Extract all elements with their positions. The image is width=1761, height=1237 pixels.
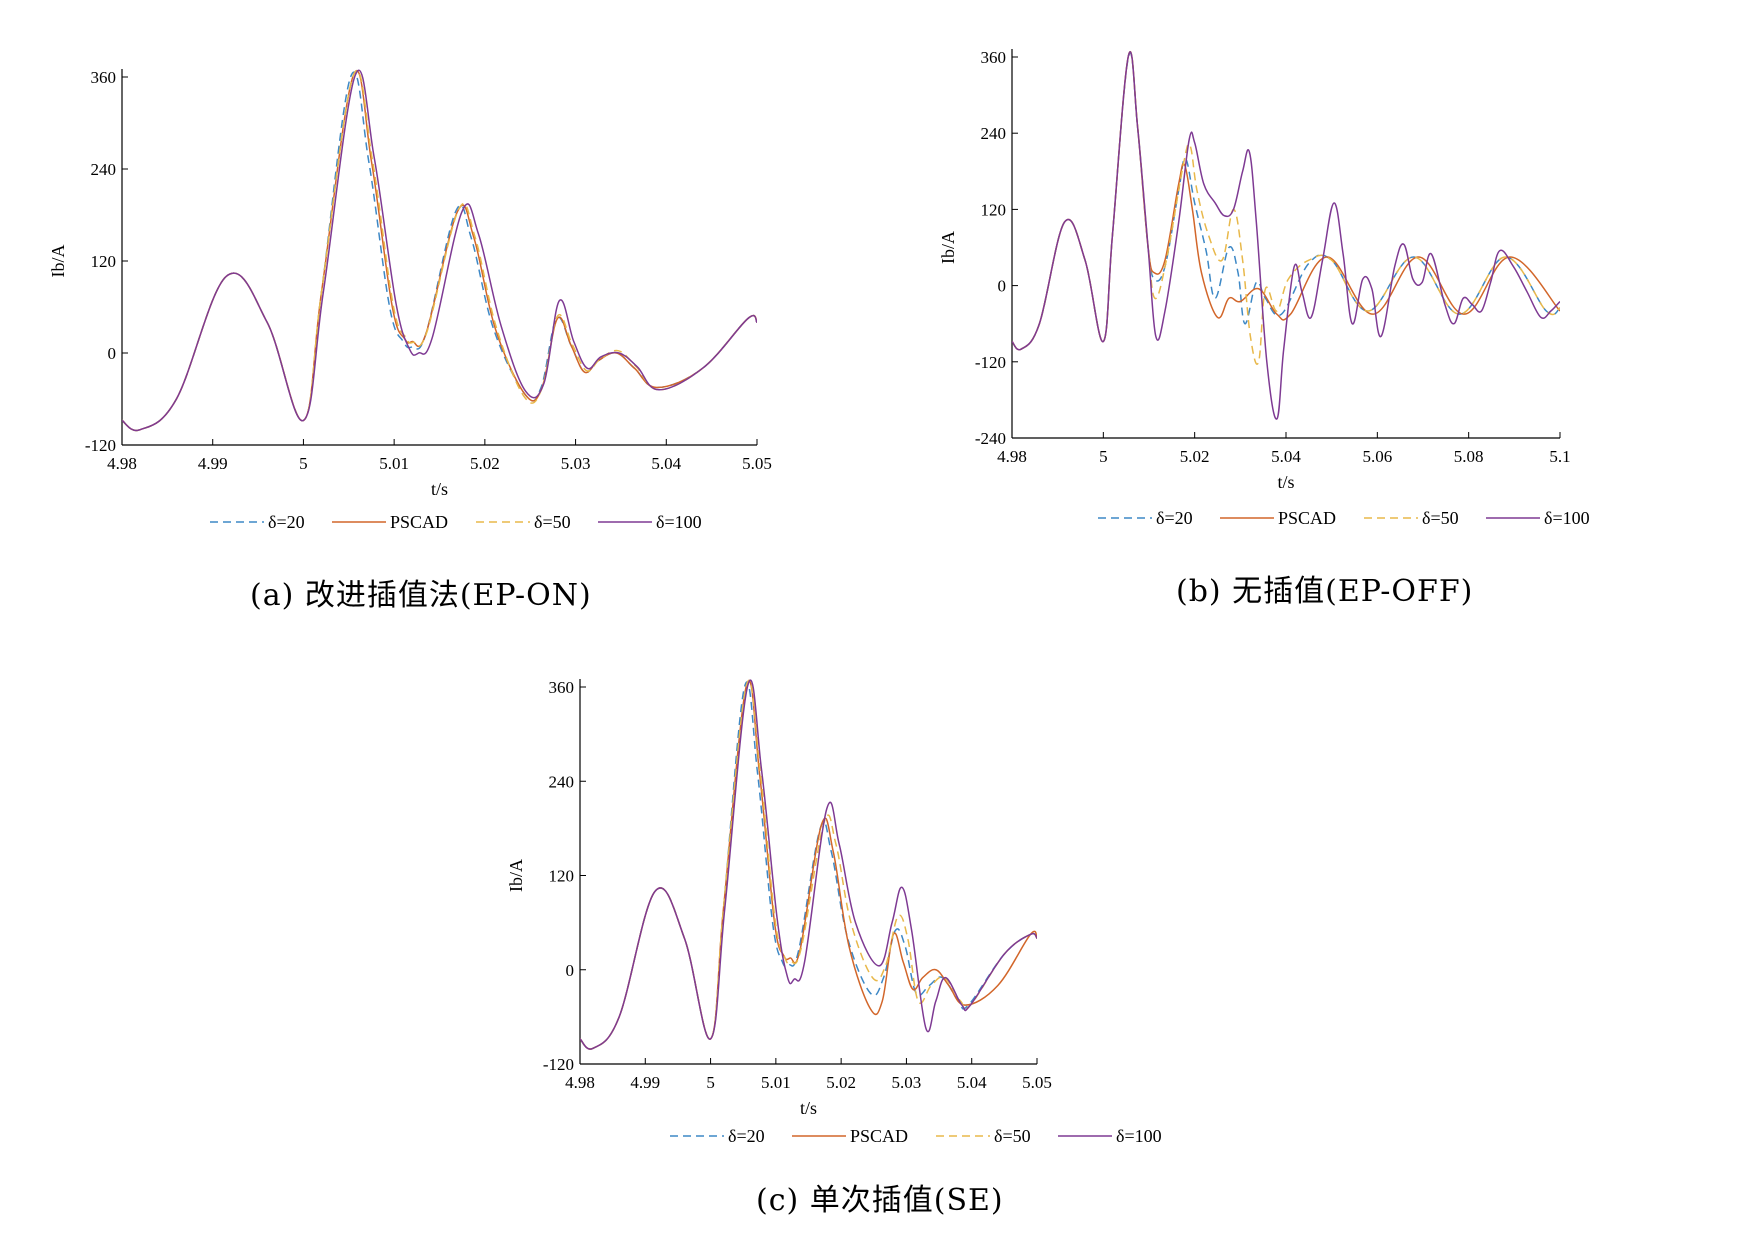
series-line-d20 — [580, 681, 1037, 1050]
legend-label: PSCAD — [850, 1126, 908, 1146]
x-tick-label: 5.1 — [1549, 447, 1570, 466]
x-axis-label: t/s — [1277, 472, 1294, 492]
legend-label: PSCAD — [390, 512, 448, 532]
legend-label: δ=50 — [1422, 508, 1459, 528]
chart-panel-b: -240 -120 0 120 240 360 4.98 5 5.02 5.04 5.06 5.08 5… — [880, 0, 1761, 609]
series-line-d100 — [1012, 51, 1560, 420]
y-tick-label: 360 — [981, 48, 1007, 67]
legend-label: δ=100 — [1544, 508, 1590, 528]
series-line-d100 — [580, 679, 1037, 1050]
caption-a: (a) 改进插值法(EP-ON) — [250, 578, 592, 613]
y-tick-label: -240 — [975, 429, 1006, 448]
legend: δ=20 PSCAD δ=50 δ=100 — [210, 512, 702, 532]
x-tick-label: 5.04 — [651, 454, 681, 473]
x-tick-label: 5.02 — [1180, 447, 1210, 466]
x-tick-label: 5.06 — [1362, 447, 1392, 466]
y-tick-label: 240 — [91, 160, 117, 179]
legend-label: δ=20 — [1156, 508, 1193, 528]
x-axis-label: t/s — [431, 479, 448, 499]
x-tick-label: 5.03 — [561, 454, 591, 473]
x-tick-label: 4.99 — [630, 1073, 660, 1092]
y-tick-label: 0 — [108, 344, 117, 363]
x-tick-label: 5.01 — [379, 454, 409, 473]
caption-b: (b) 无插值(EP-OFF) — [1176, 574, 1474, 609]
chart-panel-c: -120 0 120 240 360 4.98 4.99 5 5.01 5.02 5.03 5.04 5… — [460, 630, 1340, 1230]
x-tick-label: 5.04 — [957, 1073, 987, 1092]
y-tick-label: -120 — [85, 436, 116, 455]
y-tick-label: 0 — [566, 961, 575, 980]
chart-b: -240 -120 0 120 240 360 4.98 5 5.02 5.04 5.06 5.08 5… — [938, 48, 1590, 528]
chart-a: -120 0 120 240 360 4.98 4.99 5 5.01 5.02 5.03 5.04 5… — [48, 68, 772, 532]
legend: δ=20 PSCAD δ=50 δ=100 — [1098, 508, 1590, 528]
x-tick-label: 5.02 — [826, 1073, 856, 1092]
y-axis-label: Ib/A — [48, 245, 68, 278]
legend-label: δ=100 — [656, 512, 702, 532]
y-axis-label: Ib/A — [506, 859, 526, 892]
legend-label: δ=20 — [268, 512, 305, 532]
chart-panel-a: -120 0 120 240 360 4.98 4.99 5 5.01 5.02 5.03 5.04 5… — [0, 0, 880, 613]
legend-label: δ=50 — [994, 1126, 1031, 1146]
series-line-d50 — [122, 69, 757, 432]
x-tick-label: 5 — [299, 454, 308, 473]
legend-label: δ=20 — [728, 1126, 765, 1146]
series-line-pscad — [122, 70, 757, 432]
y-tick-label: 120 — [91, 252, 117, 271]
x-tick-label: 4.98 — [107, 454, 137, 473]
legend-label: PSCAD — [1278, 508, 1336, 528]
y-tick-label: -120 — [975, 353, 1006, 372]
x-tick-label: 5.03 — [892, 1073, 922, 1092]
y-tick-label: 120 — [981, 200, 1007, 219]
y-tick-label: 360 — [91, 68, 117, 87]
y-tick-label: -120 — [543, 1055, 574, 1074]
x-tick-label: 5 — [706, 1073, 715, 1092]
series-line-d20 — [1012, 52, 1560, 351]
series-line-d100 — [122, 69, 757, 432]
x-tick-label: 5.04 — [1271, 447, 1301, 466]
x-tick-label: 4.98 — [565, 1073, 595, 1092]
x-tick-label: 4.99 — [198, 454, 228, 473]
chart-c: -120 0 120 240 360 4.98 4.99 5 5.01 5.02 5.03 5.04 5… — [506, 678, 1162, 1146]
y-tick-label: 120 — [549, 867, 575, 886]
x-tick-label: 5.01 — [761, 1073, 791, 1092]
x-tick-label: 5.05 — [1022, 1073, 1052, 1092]
y-tick-label: 240 — [549, 772, 575, 791]
y-tick-label: 240 — [981, 124, 1007, 143]
legend: δ=20 PSCAD δ=50 δ=100 — [670, 1126, 1162, 1146]
x-axis-label: t/s — [800, 1098, 817, 1118]
legend-label: δ=100 — [1116, 1126, 1162, 1146]
series-line-d50 — [580, 679, 1037, 1050]
series-line-d50 — [1012, 51, 1560, 365]
y-axis-label: Ib/A — [938, 231, 958, 264]
y-tick-label: 360 — [549, 678, 575, 697]
legend-label: δ=50 — [534, 512, 571, 532]
x-tick-label: 5.08 — [1454, 447, 1484, 466]
series-line-d20 — [122, 71, 757, 432]
x-tick-label: 5.05 — [742, 454, 772, 473]
caption-c: (c) 单次插值(SE) — [756, 1183, 1004, 1218]
x-tick-label: 5.02 — [470, 454, 500, 473]
x-tick-label: 5 — [1099, 447, 1108, 466]
y-tick-label: 0 — [998, 277, 1007, 296]
x-tick-label: 4.98 — [997, 447, 1027, 466]
series-line-pscad — [580, 679, 1037, 1050]
